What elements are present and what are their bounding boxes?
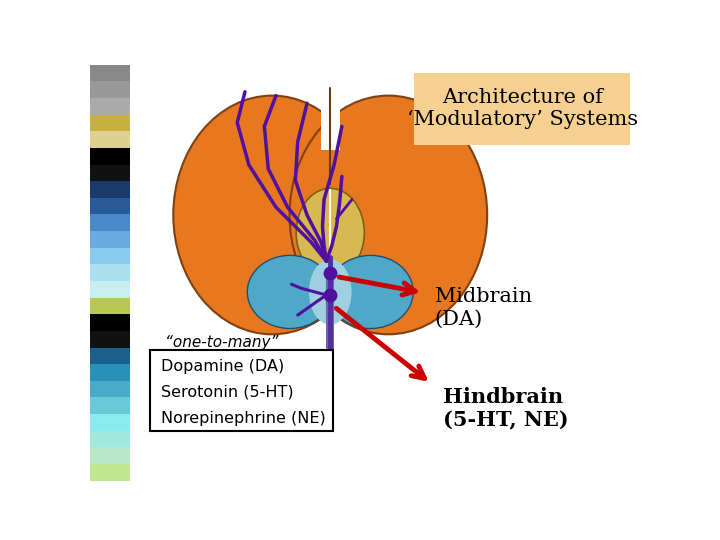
Text: “one-to-many”: “one-to-many” xyxy=(165,334,279,349)
Bar xyxy=(90,248,130,265)
Bar xyxy=(90,214,130,231)
Ellipse shape xyxy=(296,188,364,277)
Bar xyxy=(90,431,130,447)
Text: Architecture of
‘Modulatory’ Systems: Architecture of ‘Modulatory’ Systems xyxy=(407,88,638,129)
Ellipse shape xyxy=(174,96,371,334)
Bar xyxy=(90,364,130,381)
Bar xyxy=(90,314,130,331)
Bar xyxy=(90,165,130,181)
Bar xyxy=(90,464,130,481)
Text: Dopamine (DA)
Serotonin (5-HT)
Norepinephrine (NE): Dopamine (DA) Serotonin (5-HT) Norepinep… xyxy=(161,359,326,426)
Bar xyxy=(90,397,130,414)
Bar xyxy=(90,331,130,348)
Bar xyxy=(326,273,334,350)
Bar xyxy=(90,381,130,397)
Bar xyxy=(90,65,130,82)
Bar xyxy=(90,298,130,314)
Bar xyxy=(90,181,130,198)
FancyBboxPatch shape xyxy=(150,350,333,430)
Ellipse shape xyxy=(316,265,344,287)
Bar xyxy=(90,231,130,248)
Bar xyxy=(90,348,130,364)
Bar xyxy=(90,148,130,165)
Bar xyxy=(90,98,130,114)
Bar xyxy=(90,198,130,214)
Polygon shape xyxy=(328,415,333,425)
Ellipse shape xyxy=(248,255,333,328)
Bar xyxy=(327,271,333,278)
Text: Hindbrain
(5-HT, NE): Hindbrain (5-HT, NE) xyxy=(443,387,568,430)
Bar xyxy=(90,447,130,464)
Bar xyxy=(90,131,130,148)
Bar xyxy=(90,114,130,131)
Ellipse shape xyxy=(289,96,487,334)
Ellipse shape xyxy=(309,259,351,325)
Bar xyxy=(90,265,130,281)
Bar xyxy=(90,82,130,98)
Bar xyxy=(90,281,130,298)
Ellipse shape xyxy=(328,255,413,328)
Text: Midbrain
(DA): Midbrain (DA) xyxy=(435,287,532,328)
Bar xyxy=(321,88,340,150)
Bar xyxy=(327,350,333,415)
Bar xyxy=(90,414,130,431)
FancyBboxPatch shape xyxy=(414,72,630,145)
